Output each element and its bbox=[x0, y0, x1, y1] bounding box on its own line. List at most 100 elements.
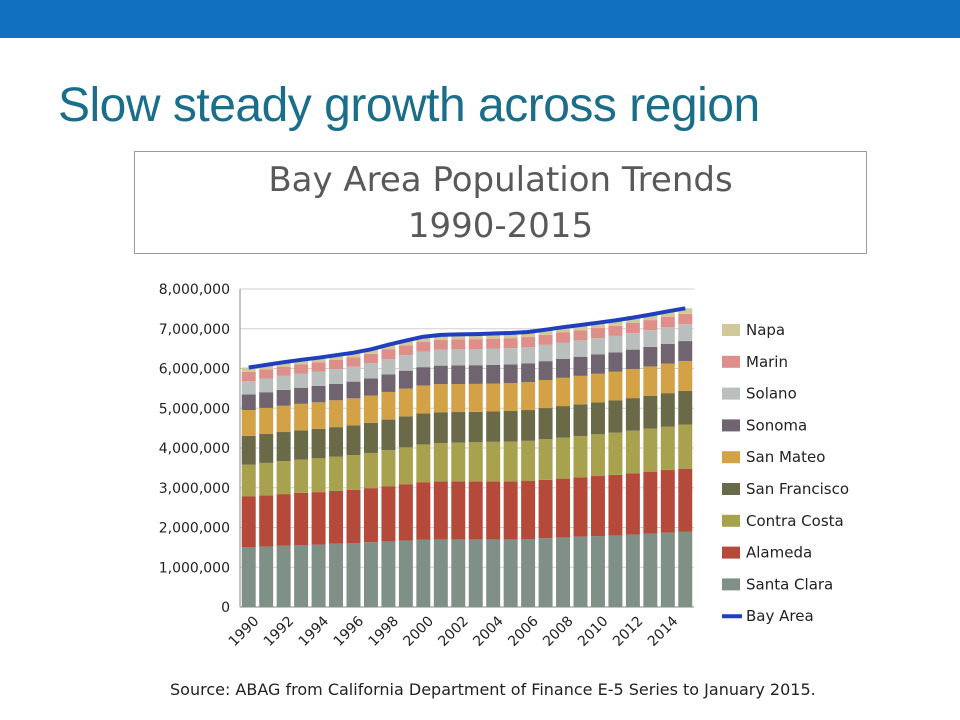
bar-segment-santa-clara bbox=[311, 544, 326, 607]
bar-segment-contra-costa bbox=[625, 430, 640, 474]
bar-segment-san-francisco bbox=[276, 432, 291, 462]
bar-segment-marin bbox=[329, 359, 344, 370]
bar-segment-contra-costa bbox=[486, 441, 501, 482]
bar-segment-santa-clara bbox=[451, 539, 466, 607]
bar-segment-san-francisco bbox=[329, 427, 344, 457]
bar-segment-alameda bbox=[678, 468, 693, 532]
bar-segment-marin bbox=[486, 338, 501, 349]
bar-segment-solano bbox=[311, 371, 326, 386]
bar-segment-alameda bbox=[294, 492, 309, 545]
bar-segment-marin bbox=[590, 328, 605, 339]
bar-segment-san-mateo bbox=[538, 379, 553, 409]
bar-segment-sonoma bbox=[468, 365, 483, 384]
bar-segment-alameda bbox=[381, 486, 396, 542]
source-note: Source: ABAG from California Department … bbox=[170, 680, 816, 699]
bar-segment-sonoma bbox=[311, 385, 326, 403]
bar-segment-marin bbox=[259, 369, 274, 379]
bar-segment-napa bbox=[241, 367, 256, 372]
legend-swatch-contra-costa bbox=[722, 514, 740, 527]
bar-segment-santa-clara bbox=[433, 539, 448, 607]
bar-segment-sonoma bbox=[573, 356, 588, 376]
bar-segment-sonoma bbox=[608, 352, 623, 372]
bar-segment-sonoma bbox=[363, 378, 378, 396]
bar-segment-contra-costa bbox=[590, 434, 605, 477]
bar-segment-marin bbox=[241, 371, 256, 382]
bar-segment-contra-costa bbox=[678, 424, 693, 469]
y-tick-label: 3,000,000 bbox=[159, 481, 230, 497]
bar-segment-santa-clara bbox=[381, 541, 396, 607]
x-tick-label: 2006 bbox=[505, 613, 542, 650]
stacked-bars bbox=[241, 308, 693, 607]
bar-segment-san-mateo bbox=[346, 398, 361, 426]
bar-segment-san-mateo bbox=[608, 371, 623, 401]
bar-segment-napa bbox=[259, 364, 274, 370]
bar-segment-san-francisco bbox=[590, 402, 605, 435]
bar-segment-santa-clara bbox=[241, 547, 256, 607]
bar-segment-contra-costa bbox=[294, 459, 309, 493]
bar-segment-san-mateo bbox=[625, 369, 640, 399]
bar-segment-san-francisco bbox=[486, 411, 501, 442]
bar-segment-marin bbox=[398, 345, 413, 356]
bar-segment-marin bbox=[556, 332, 571, 343]
bar-segment-solano bbox=[521, 346, 536, 364]
legend-label-bay-area: Bay Area bbox=[746, 607, 814, 625]
bar-segment-san-mateo bbox=[294, 403, 309, 431]
bar-segment-contra-costa bbox=[573, 436, 588, 478]
bar-segment-napa bbox=[363, 349, 378, 354]
bar-segment-san-francisco bbox=[451, 412, 466, 443]
bar-segment-contra-costa bbox=[276, 461, 291, 495]
bar-segment-san-mateo bbox=[451, 384, 466, 413]
bar-segment-napa bbox=[486, 333, 501, 339]
x-tick-label: 1992 bbox=[261, 613, 298, 650]
bar-segment-santa-clara bbox=[486, 539, 501, 607]
bar-segment-solano bbox=[486, 348, 501, 365]
bar-segment-napa bbox=[625, 317, 640, 323]
bar-segment-solano bbox=[294, 373, 309, 388]
bar-segment-alameda bbox=[329, 490, 344, 544]
legend-swatch-solano bbox=[722, 387, 740, 400]
bar-segment-alameda bbox=[311, 492, 326, 545]
bar-segment-napa bbox=[416, 336, 431, 342]
bar-segment-marin bbox=[660, 316, 675, 328]
bar-segment-alameda bbox=[346, 489, 361, 544]
bar-segment-san-francisco bbox=[241, 435, 256, 465]
bar-segment-contra-costa bbox=[433, 443, 448, 482]
bar-segment-marin bbox=[294, 364, 309, 374]
bar-segment-solano bbox=[416, 351, 431, 368]
bar-segment-napa bbox=[660, 311, 675, 317]
bay-area-line-layer bbox=[248, 306, 686, 370]
bar-segment-solano bbox=[573, 340, 588, 357]
bar-segment-san-mateo bbox=[259, 407, 274, 434]
bar-segment-marin bbox=[573, 330, 588, 341]
bar-segment-alameda bbox=[486, 481, 501, 540]
y-tick-label: 2,000,000 bbox=[159, 521, 230, 537]
bar-segment-san-mateo bbox=[590, 373, 605, 403]
bar-segment-contra-costa bbox=[259, 462, 274, 496]
bar-segment-san-mateo bbox=[503, 383, 518, 412]
bar-segment-solano bbox=[468, 349, 483, 366]
bar-segment-solano bbox=[538, 344, 553, 362]
bar-segment-solano bbox=[241, 381, 256, 395]
bar-segment-san-mateo bbox=[433, 384, 448, 413]
bar-segment-contra-costa bbox=[398, 447, 413, 485]
legend: Napa Marin Solano Sonoma San Mateo San Franci… bbox=[722, 321, 849, 625]
legend-label-santa-clara: Santa Clara bbox=[746, 575, 833, 593]
bar-segment-sonoma bbox=[294, 387, 309, 404]
bar-segment-alameda bbox=[416, 482, 431, 540]
legend-swatch-alameda bbox=[722, 546, 740, 559]
bar-segment-san-francisco bbox=[294, 430, 309, 460]
bar-segment-solano bbox=[451, 349, 466, 366]
bar-segment-marin bbox=[311, 362, 326, 372]
bar-segment-solano bbox=[346, 366, 361, 382]
bar-segment-marin bbox=[608, 325, 623, 336]
bar-segment-marin bbox=[678, 313, 693, 325]
bar-segment-contra-costa bbox=[311, 458, 326, 493]
x-tick-label: 2004 bbox=[470, 613, 507, 650]
bar-segment-san-francisco bbox=[259, 433, 274, 463]
bar-segment-contra-costa bbox=[521, 440, 536, 481]
bar-segment-santa-clara bbox=[503, 539, 518, 607]
legend-swatch-sonoma bbox=[722, 419, 740, 432]
bar-segment-alameda bbox=[608, 474, 623, 536]
bar-segment-napa bbox=[521, 331, 536, 338]
bar-segment-santa-clara bbox=[660, 532, 675, 607]
